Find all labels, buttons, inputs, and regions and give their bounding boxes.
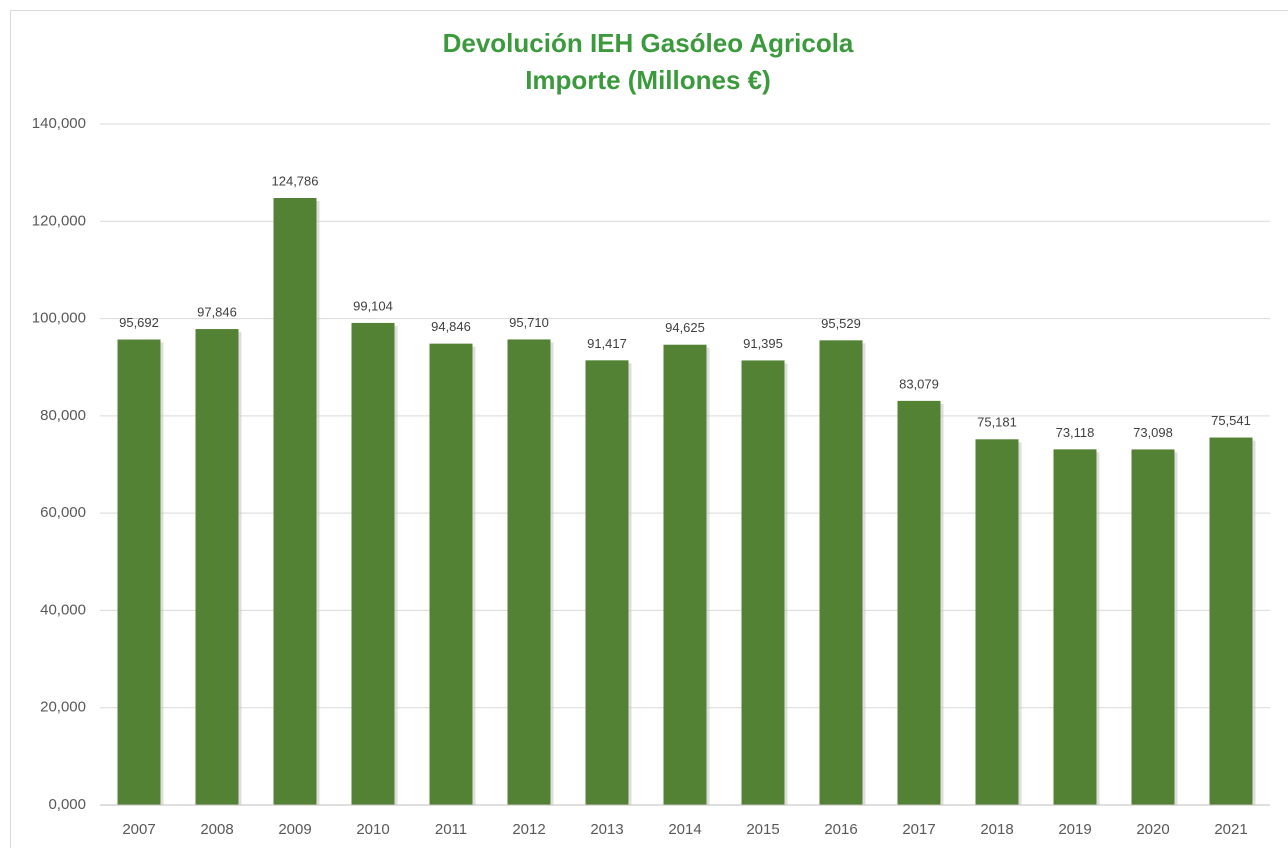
chart-subtitle: Importe (Millones €) xyxy=(525,65,771,95)
value-label: 73,118 xyxy=(1056,425,1095,440)
x-tick-label: 2007 xyxy=(122,821,155,838)
x-tick-label: 2009 xyxy=(278,821,311,838)
x-tick-label: 2014 xyxy=(668,821,701,838)
y-tick-label: 40,000 xyxy=(40,601,86,618)
bar xyxy=(429,343,473,805)
value-label: 99,104 xyxy=(353,298,393,313)
x-tick-label: 2010 xyxy=(356,821,389,838)
y-tick-label: 20,000 xyxy=(40,699,86,716)
value-label: 91,417 xyxy=(587,336,627,351)
bar xyxy=(897,400,941,805)
value-label: 124,786 xyxy=(272,173,319,188)
bar xyxy=(819,340,863,805)
bar xyxy=(507,339,551,805)
x-tick-label: 2020 xyxy=(1136,821,1169,838)
value-label: 75,541 xyxy=(1211,413,1251,428)
x-tick-label: 2015 xyxy=(746,821,779,838)
bar xyxy=(663,344,707,805)
x-tick-label: 2008 xyxy=(200,821,233,838)
x-tick-label: 2019 xyxy=(1058,821,1091,838)
x-tick-label: 2012 xyxy=(512,821,545,838)
x-tick-label: 2018 xyxy=(980,821,1013,838)
y-tick-label: 120,000 xyxy=(32,212,86,229)
bar xyxy=(273,198,317,805)
x-tick-label: 2021 xyxy=(1214,821,1247,838)
value-label: 83,079 xyxy=(899,376,939,391)
y-tick-label: 80,000 xyxy=(40,407,86,424)
x-tick-label: 2017 xyxy=(902,821,935,838)
value-label: 94,625 xyxy=(665,320,705,335)
y-tick-label: 100,000 xyxy=(32,310,86,327)
value-label: 75,181 xyxy=(977,415,1017,430)
bar xyxy=(117,339,161,805)
bar xyxy=(975,439,1019,805)
y-tick-label: 0,000 xyxy=(48,796,86,813)
value-label: 95,710 xyxy=(509,315,549,330)
value-label: 94,846 xyxy=(431,319,471,334)
x-tick-label: 2013 xyxy=(590,821,623,838)
y-tick-label: 140,000 xyxy=(32,115,86,132)
value-label: 73,098 xyxy=(1133,425,1173,440)
chart-title: Devolución IEH Gasóleo Agricola xyxy=(443,28,854,58)
x-tick-label: 2016 xyxy=(824,821,857,838)
bar xyxy=(195,329,239,805)
value-label: 95,692 xyxy=(119,315,159,330)
value-label: 97,846 xyxy=(197,304,237,319)
y-tick-label: 60,000 xyxy=(40,504,86,521)
bar xyxy=(585,360,629,805)
bar xyxy=(1131,449,1175,805)
bar xyxy=(1209,437,1253,805)
value-label: 95,529 xyxy=(821,316,861,331)
bar xyxy=(741,360,785,805)
bar xyxy=(351,322,395,805)
value-label: 91,395 xyxy=(743,336,783,351)
x-tick-label: 2011 xyxy=(435,821,467,838)
bar xyxy=(1053,449,1097,805)
